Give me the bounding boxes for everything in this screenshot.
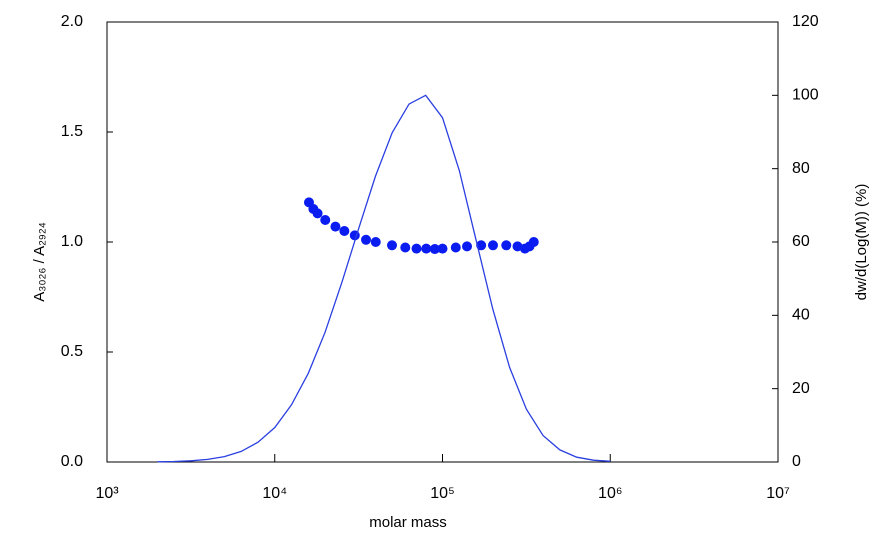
y2-tick-label: 80 bbox=[792, 160, 810, 177]
x-tick-label: 10⁷ bbox=[766, 485, 790, 502]
x-axis-label: molar mass bbox=[369, 514, 447, 531]
ratio-point bbox=[476, 240, 487, 251]
plot-frame bbox=[106, 21, 779, 463]
ratio-point bbox=[437, 243, 448, 254]
ratio-point bbox=[312, 208, 323, 219]
ratio-point bbox=[320, 215, 331, 225]
ratio-point bbox=[528, 237, 539, 247]
y2-tick-label: 20 bbox=[792, 380, 810, 397]
y-tick-label: 2.0 bbox=[61, 13, 83, 30]
x-tick-label: 10⁴ bbox=[262, 485, 287, 502]
y2-axis-label: dw/d(Log(M)) (%) bbox=[853, 184, 870, 301]
distribution-line bbox=[157, 94, 611, 463]
ratio-point bbox=[450, 242, 461, 253]
ratio-point bbox=[429, 244, 440, 255]
x-tick-label: 10³ bbox=[95, 485, 119, 502]
x-tick-label: 10⁵ bbox=[430, 485, 454, 502]
ratio-point bbox=[330, 221, 341, 232]
y2-tick-label: 100 bbox=[792, 87, 819, 104]
y-axis-label: A₃₀₂₆ / A₂₉₂₄ bbox=[31, 222, 48, 302]
y-tick-label: 0.5 bbox=[61, 343, 83, 360]
ratio-point bbox=[411, 243, 422, 254]
x-tick-label: 10⁶ bbox=[598, 485, 622, 502]
ratio-point bbox=[421, 243, 432, 254]
ratio-point bbox=[462, 241, 473, 252]
ratio-point bbox=[501, 240, 512, 251]
ratio-point bbox=[361, 234, 372, 245]
y2-tick-label: 0 bbox=[792, 453, 801, 470]
ratio-point bbox=[400, 242, 411, 253]
y2-tick-label: 60 bbox=[792, 233, 810, 250]
ratio-point bbox=[487, 240, 498, 251]
y-tick-label: 1.5 bbox=[61, 123, 83, 140]
y2-tick-label: 40 bbox=[792, 307, 810, 324]
y-tick-label: 1.0 bbox=[61, 233, 83, 250]
y-tick-label: 0.0 bbox=[61, 453, 83, 470]
y2-tick-label: 120 bbox=[792, 13, 819, 30]
ratio-point bbox=[339, 226, 350, 236]
ratio-point bbox=[387, 240, 398, 251]
ratio-point bbox=[370, 237, 381, 247]
